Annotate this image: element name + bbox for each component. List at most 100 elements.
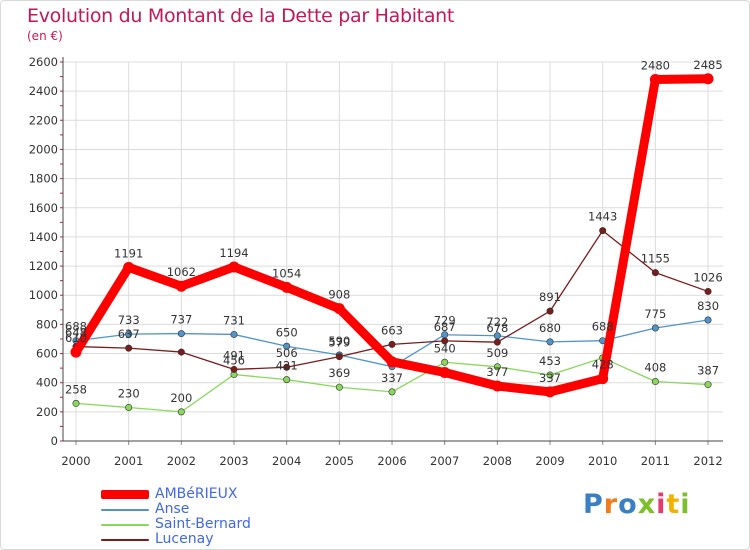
data-label: 680 <box>539 321 561 335</box>
data-label: 610 <box>65 331 87 345</box>
data-point <box>125 330 133 338</box>
data-point <box>283 363 291 371</box>
data-label: 377 <box>486 365 508 379</box>
data-label: 733 <box>118 313 140 327</box>
data-label: 579 <box>328 336 350 350</box>
data-point <box>72 399 80 407</box>
data-point <box>177 348 185 356</box>
x-tick-label: 2010 <box>588 454 617 468</box>
data-label: 1194 <box>219 246 248 260</box>
x-tick-label: 2000 <box>61 454 90 468</box>
data-label: 648 <box>65 326 87 340</box>
data-point <box>283 376 291 384</box>
data-point <box>649 73 661 85</box>
data-point <box>388 340 396 348</box>
x-tick-label: 2012 <box>693 454 722 468</box>
data-label: 200 <box>170 391 192 405</box>
x-tick-label: 2009 <box>535 454 564 468</box>
data-label: 230 <box>118 386 140 400</box>
y-tick-label: 1600 <box>29 201 58 215</box>
data-label: 1054 <box>272 266 301 280</box>
x-tick-label: 2011 <box>641 454 670 468</box>
data-label: 687 <box>434 320 456 334</box>
data-point <box>704 287 712 295</box>
x-tick-label: 2008 <box>483 454 512 468</box>
data-label: 491 <box>223 348 245 362</box>
data-label: 258 <box>65 382 87 396</box>
legend-label: Saint-Bernard <box>155 516 251 532</box>
data-point <box>335 383 343 391</box>
data-label: 688 <box>65 320 87 334</box>
data-point <box>230 330 238 338</box>
data-label: 540 <box>434 341 456 355</box>
data-label: 337 <box>539 371 561 385</box>
data-label: 590 <box>328 334 350 348</box>
data-label: 891 <box>539 290 561 304</box>
legend-item: Anse <box>101 502 251 517</box>
data-point <box>651 378 659 386</box>
legend-item: AMBéRIEUX <box>101 487 251 502</box>
data-label: 1062 <box>167 265 196 279</box>
data-point <box>702 73 714 85</box>
data-label: 506 <box>276 346 298 360</box>
chart-subtitle: (en €) <box>27 29 63 43</box>
data-label: 737 <box>170 313 192 327</box>
data-point <box>388 388 396 396</box>
data-point <box>281 281 293 293</box>
data-label: 650 <box>276 325 298 339</box>
logo-letter: P <box>583 489 604 520</box>
data-point <box>651 269 659 277</box>
legend-item: Saint-Bernard <box>101 517 251 532</box>
data-label: 1443 <box>588 210 617 224</box>
data-label: 408 <box>644 361 666 375</box>
data-label: 387 <box>697 364 719 378</box>
data-label: 2485 <box>693 58 722 72</box>
data-label: 2480 <box>641 58 670 72</box>
logo-letter: o <box>618 489 638 520</box>
y-tick-label: 2200 <box>29 113 58 127</box>
legend-swatch <box>101 508 149 511</box>
data-label: 637 <box>118 327 140 341</box>
data-label: 908 <box>328 288 350 302</box>
legend-label: Lucenay <box>155 531 214 547</box>
y-tick-label: 2000 <box>29 142 58 156</box>
y-tick-label: 1400 <box>29 230 58 244</box>
data-point <box>386 356 398 368</box>
logo-letter: x <box>637 489 657 520</box>
data-point <box>704 316 712 324</box>
data-label: 731 <box>223 313 245 327</box>
legend-swatch <box>101 490 149 499</box>
legend-swatch <box>101 538 149 541</box>
data-point <box>441 358 449 366</box>
x-tick-label: 2002 <box>167 454 196 468</box>
data-point <box>597 373 609 385</box>
data-point <box>599 227 607 235</box>
data-point <box>546 338 554 346</box>
data-point <box>651 324 659 332</box>
x-tick-label: 2006 <box>377 454 406 468</box>
proxiti-logo: Proxiti <box>583 489 691 520</box>
data-label: 453 <box>539 354 561 368</box>
y-tick-label: 400 <box>36 376 58 390</box>
data-point <box>546 307 554 315</box>
x-tick-label: 2007 <box>430 454 459 468</box>
logo-letter: i <box>656 489 667 520</box>
data-label: 678 <box>486 321 508 335</box>
data-label: 456 <box>223 354 245 368</box>
x-tick-label: 2003 <box>219 454 248 468</box>
logo-letter: t <box>666 489 681 520</box>
legend-label: AMBéRIEUX <box>155 486 238 502</box>
x-tick-label: 2004 <box>272 454 301 468</box>
data-point <box>177 330 185 338</box>
data-point <box>177 408 185 416</box>
legend-item: Lucenay <box>101 532 251 547</box>
plot-area <box>63 62 723 441</box>
data-label: 421 <box>276 359 298 373</box>
legend-swatch <box>101 523 149 526</box>
data-point <box>704 381 712 389</box>
x-tick-label: 2001 <box>114 454 143 468</box>
data-point <box>125 403 133 411</box>
data-point <box>546 371 554 379</box>
